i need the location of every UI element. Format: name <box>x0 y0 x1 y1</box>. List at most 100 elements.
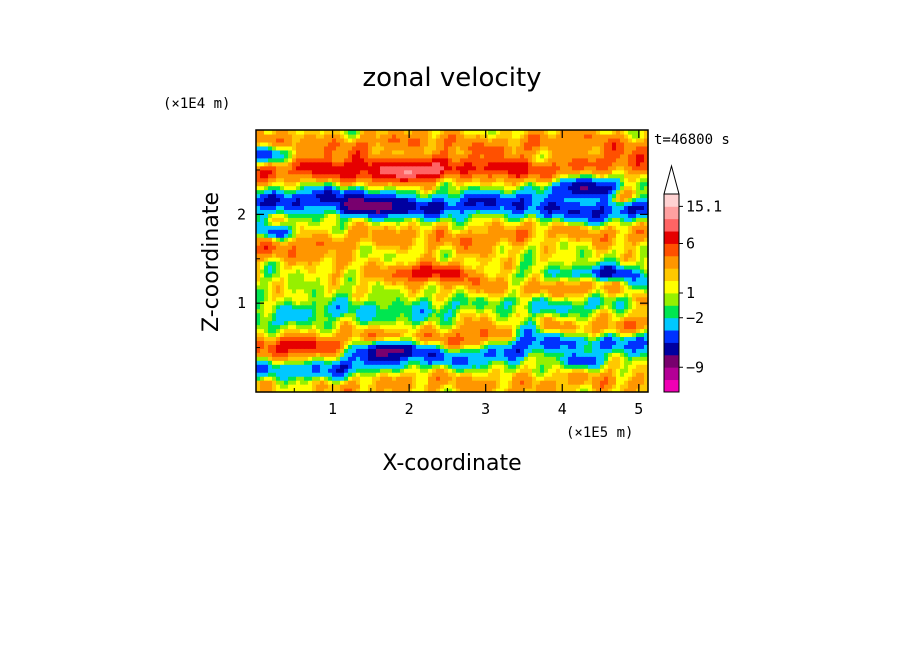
heat-cell <box>512 348 517 353</box>
heat-cell <box>400 201 405 207</box>
heat-cell <box>504 201 509 207</box>
heat-cell <box>388 300 393 306</box>
heat-cell <box>320 264 325 270</box>
heat-cell <box>276 209 281 214</box>
heat-cell <box>540 364 545 369</box>
heat-cell <box>436 304 441 310</box>
heat-cell <box>304 388 309 393</box>
heat-cell <box>580 340 585 345</box>
heat-cell <box>352 336 357 341</box>
heat-cell <box>272 364 277 369</box>
heat-cell <box>348 264 353 270</box>
heat-cell <box>520 384 525 389</box>
heat-cell <box>264 245 269 250</box>
heat-cell <box>332 205 337 210</box>
heat-cell <box>556 284 561 290</box>
heat-cell <box>624 380 629 385</box>
heat-cell <box>288 292 293 298</box>
heat-cell <box>332 233 337 238</box>
heat-cell <box>580 388 585 393</box>
heat-cell <box>456 304 461 310</box>
heat-cell <box>276 253 281 258</box>
heat-cell <box>592 340 597 345</box>
heat-cell <box>416 316 421 322</box>
heat-cell <box>432 352 437 357</box>
heat-cell <box>524 284 529 290</box>
heat-cell <box>520 316 525 322</box>
heat-cell <box>552 209 557 214</box>
heat-cell <box>512 264 517 270</box>
heat-cell <box>608 209 613 214</box>
heat-cell <box>276 304 281 310</box>
heat-cell <box>456 253 461 258</box>
heat-cell <box>348 217 353 222</box>
heat-cell <box>532 304 537 310</box>
heat-cell <box>344 253 349 258</box>
heat-cell <box>272 288 277 294</box>
heat-cell <box>588 316 593 322</box>
heat-cell <box>368 241 373 246</box>
heat-cell <box>284 233 289 238</box>
heat-cell <box>600 328 605 334</box>
heat-cell <box>440 332 445 338</box>
heat-cell <box>600 197 605 203</box>
heat-cell <box>500 276 505 282</box>
heat-cell <box>372 201 377 207</box>
heat-cell <box>508 388 513 393</box>
heat-cell <box>256 380 261 385</box>
heat-cell <box>496 364 501 369</box>
heat-cell <box>548 360 553 365</box>
heat-cell <box>372 233 377 238</box>
heat-cell <box>484 364 489 369</box>
heat-cell <box>432 241 437 246</box>
heat-cell <box>564 221 569 226</box>
heat-cell <box>416 324 421 330</box>
heat-cell <box>404 356 409 361</box>
heat-cell <box>468 368 473 373</box>
heat-cell <box>324 360 329 365</box>
heat-cell <box>456 288 461 294</box>
heat-cell <box>616 328 621 334</box>
heat-cell <box>568 368 573 373</box>
heat-cell <box>564 217 569 222</box>
heat-cell <box>476 284 481 290</box>
heat-cell <box>608 388 613 393</box>
heat-cell <box>604 205 609 210</box>
heat-cell <box>576 332 581 338</box>
heat-cell <box>368 193 373 199</box>
heat-cell <box>596 233 601 238</box>
heat-cell <box>280 332 285 338</box>
heat-cell <box>444 344 449 349</box>
heat-cell <box>384 225 389 230</box>
heat-cell <box>612 229 617 234</box>
heat-cell <box>552 316 557 322</box>
heat-cell <box>580 376 585 381</box>
heat-cell <box>536 368 541 373</box>
heat-cell <box>560 221 565 226</box>
heat-cell <box>472 312 477 318</box>
heat-cell <box>528 213 533 218</box>
heat-cell <box>488 189 493 195</box>
heat-cell <box>588 257 593 262</box>
heat-cell <box>408 189 413 195</box>
heat-cell <box>272 388 277 393</box>
heat-cell <box>560 209 565 214</box>
heat-cell <box>612 332 617 338</box>
heat-cell <box>532 356 537 361</box>
heat-cell <box>636 241 641 246</box>
heat-cell <box>428 217 433 222</box>
heat-cell <box>264 332 269 338</box>
heat-cell <box>424 280 429 286</box>
heat-cell <box>320 376 325 381</box>
heat-cell <box>272 249 277 254</box>
heat-cell <box>584 253 589 258</box>
heat-cell <box>412 364 417 369</box>
heat-cell <box>284 245 289 250</box>
heat-cell <box>432 360 437 365</box>
heat-cell <box>512 205 517 210</box>
heat-cell <box>284 276 289 282</box>
heat-cell <box>396 296 401 302</box>
heat-cell <box>264 268 269 274</box>
heat-cell <box>404 229 409 234</box>
heat-cell <box>268 320 273 326</box>
